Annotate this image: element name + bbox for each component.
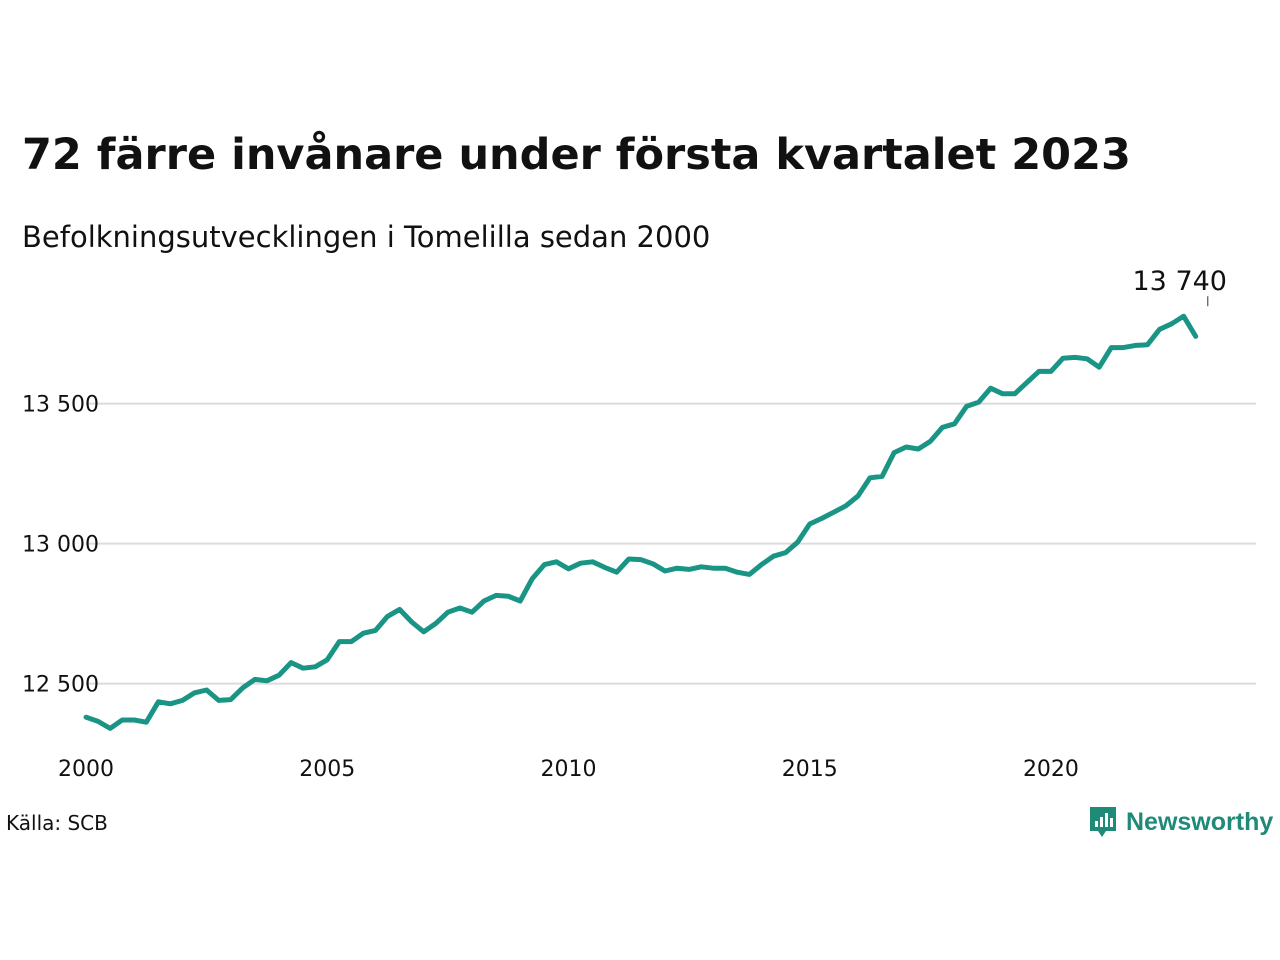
chart-title: 72 färre invånare under första kvartalet… [22, 130, 1131, 180]
brand-logo: Newsworthy [1088, 804, 1273, 840]
x-tick-label: 2005 [299, 757, 355, 782]
x-tick-label: 2020 [1023, 757, 1079, 782]
y-tick-label: 12 500 [22, 673, 99, 698]
x-tick-label: 2000 [58, 757, 114, 782]
chart-subtitle: Befolkningsutvecklingen i Tomelilla seda… [22, 220, 711, 254]
y-tick-label: 13 500 [22, 393, 99, 418]
gridlines [86, 402, 1256, 685]
y-axis-ticks: 12 500 13 000 13 500 [22, 393, 99, 698]
population-line [83, 313, 1199, 731]
x-tick-label: 2010 [540, 757, 596, 782]
brand-name: Newsworthy [1126, 807, 1274, 836]
y-tick-label: 13 000 [22, 533, 99, 558]
source-note: Källa: SCB [6, 811, 108, 835]
x-axis-ticks: 2000 2005 2010 2015 2020 [58, 757, 1079, 782]
end-value-label: 13 740 [1133, 266, 1227, 297]
newsworthy-logo-icon [1090, 807, 1116, 837]
x-tick-label: 2015 [782, 757, 838, 782]
